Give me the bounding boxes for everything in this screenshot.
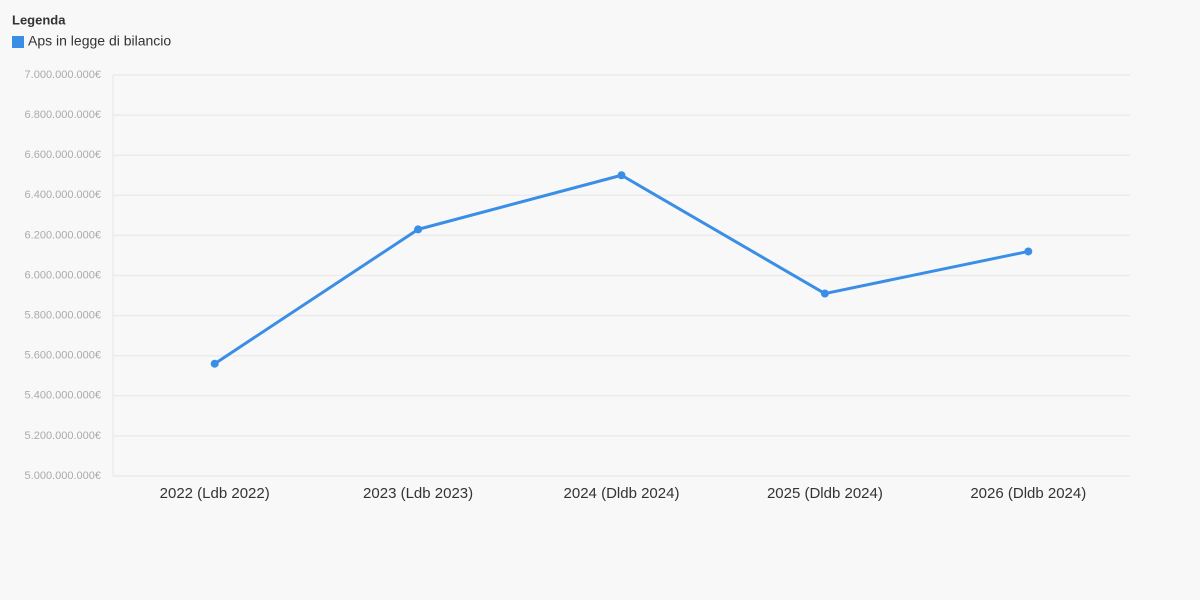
y-tick-label: 5.400.000.000€ (25, 390, 101, 402)
x-tick-label: 2024 (Dldb 2024) (564, 485, 680, 502)
y-tick-label: 6.200.000.000€ (25, 229, 101, 241)
point (210, 359, 219, 368)
y-tick-label: 5.200.000.000€ (25, 430, 101, 442)
legend-label: Aps in legge di bilancio (28, 33, 171, 49)
x-tick-label: 2025 (Dldb 2024) (767, 485, 883, 502)
point (820, 289, 829, 298)
x-tick-label: 2026 (Dldb 2024) (970, 485, 1086, 502)
point (414, 225, 423, 234)
y-tick-label: 5.000.000.000€ (25, 470, 101, 482)
y-tick-label: 6.000.000.000€ (25, 269, 101, 281)
y-tick-label: 6.400.000.000€ (25, 189, 101, 201)
line (213, 173, 1029, 365)
point (617, 171, 626, 180)
y-tick-label: 5.600.000.000€ (25, 350, 101, 362)
y-tick-label: 6.800.000.000€ (25, 109, 101, 121)
x-tick-label: 2023 (Ldb 2023) (363, 485, 473, 502)
y-tick-label: 6.600.000.000€ (25, 149, 101, 161)
point (1024, 247, 1033, 256)
y-tick-label: 7.000.000.000€ (25, 69, 101, 81)
y-tick-label: 5.800.000.000€ (25, 310, 101, 322)
legend-title: Legenda (12, 12, 66, 27)
legend-swatch (12, 36, 24, 48)
x-tick-label: 2022 (Ldb 2022) (160, 485, 270, 502)
